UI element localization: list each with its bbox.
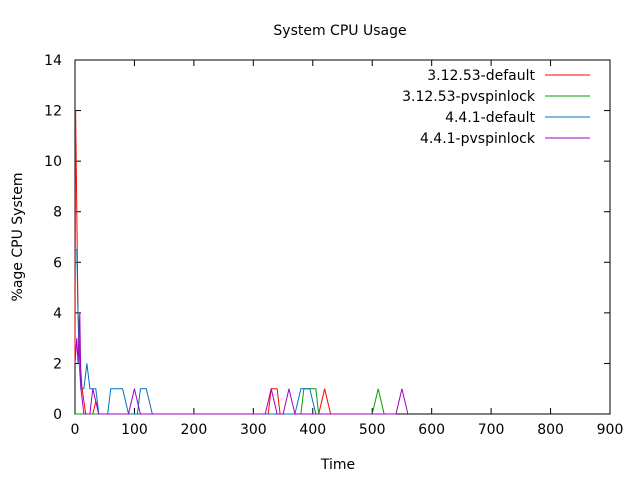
x-tick-label: 600 [418,422,445,438]
series-line-1 [74,110,332,415]
y-tick-label: 2 [53,356,62,372]
legend: 3.12.53-default 3.12.53-pvspinlock 4.4.1-d… [402,68,590,147]
legend-label: 3.12.53-pvspinlock [402,89,536,105]
x-tick-label: 300 [240,422,267,438]
series-layer [74,110,409,415]
y-tick-label: 12 [44,104,62,120]
y-tick-label: 14 [44,53,62,69]
y-tick-label: 6 [53,255,62,271]
y-tick-label: 8 [53,205,62,221]
x-tick-label: 200 [181,422,208,438]
x-axis-label: Time [320,457,355,473]
axis-ticks: 0 100 200 300 400 500 600 700 800 900 0 2 4 6 8 10 12 14 [44,53,623,438]
x-tick-label: 500 [359,422,386,438]
series-line-2 [75,388,385,415]
legend-label: 3.12.53-default [427,68,535,84]
y-tick-label: 4 [53,306,62,322]
y-tick-label: 10 [44,154,62,170]
series-line-3 [75,249,317,415]
legend-label: 4.4.1-pvspinlock [420,131,536,147]
x-tick-label: 700 [478,422,505,438]
x-tick-label: 400 [299,422,326,438]
series-line-4 [74,312,409,415]
x-tick-label: 0 [71,422,80,438]
x-tick-label: 100 [121,422,148,438]
chart-title: System CPU Usage [273,23,406,39]
legend-label: 4.4.1-default [445,110,535,126]
y-tick-label: 0 [53,407,62,423]
x-tick-label: 900 [597,422,624,438]
x-tick-label: 800 [537,422,564,438]
y-axis-label: %age CPU System [10,173,26,302]
